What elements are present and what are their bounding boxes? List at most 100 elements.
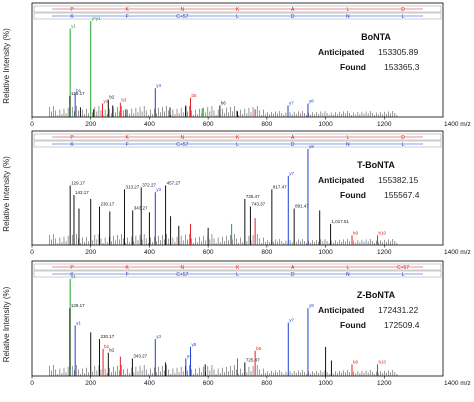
peak-label: b10 (379, 359, 387, 364)
sequence-residue: C+57 (176, 272, 188, 278)
x-tick-label: 800 (261, 249, 272, 256)
sequence-residue: D (401, 135, 405, 141)
sequence-residue: D (291, 142, 295, 148)
peak-label: 343.27 (133, 354, 147, 359)
y-axis-title: Relative Intensity (%) (2, 286, 11, 362)
sequence-residue: C+57 (176, 142, 188, 148)
sequence-residue: D (291, 14, 295, 20)
peak-label: 817.47 (273, 184, 287, 189)
sequence-residue: L (402, 142, 405, 148)
peak-label: b2 (109, 95, 115, 100)
peak-label: y8 (309, 303, 314, 308)
mass-info: BoNTA Anticipated 153305.89 Found 153365.3 (318, 32, 420, 72)
sequence-residue: L (236, 272, 239, 278)
sequence-residue: C+57 (397, 265, 409, 271)
peak-label: 129.17 (71, 303, 85, 308)
sequence-residue: K (125, 265, 129, 271)
peak-label: y5 (192, 342, 197, 347)
peak-label: y7 (289, 100, 294, 105)
anticipated-mass: 155382.15 (378, 175, 418, 185)
x-tick-label: 600 (203, 249, 214, 256)
peak-label: 725.47 (246, 194, 260, 199)
peak-label: b5 (192, 93, 198, 98)
x-unit-label: 1400 m/z (444, 380, 471, 387)
x-tick-label: 1200 (377, 121, 392, 128)
anticipated-label: Anticipated (318, 47, 364, 57)
peak-label: 143.17 (75, 190, 89, 195)
sequence-residue: D (401, 7, 405, 13)
sequence-residue: K (70, 142, 74, 148)
sequence-residue: L (402, 272, 405, 278)
x-tick-label: 0 (30, 121, 34, 128)
found-label: Found (340, 190, 366, 200)
peak-label: 1,017.51 (332, 219, 350, 224)
sequence-residue: K (236, 265, 240, 271)
sequence-residue: L (236, 14, 239, 20)
peak-label: 725.47 (246, 357, 260, 362)
sequence-residue: L (346, 7, 349, 13)
peak-label: 313.27 (125, 184, 139, 189)
sequence-residue: L (346, 265, 349, 271)
x-tick-label: 1000 (318, 121, 333, 128)
peak-label: y1 (71, 24, 76, 29)
sequence-residue: C+57 (176, 14, 188, 20)
peak-label: y8 (309, 144, 314, 149)
sequence-residue: K (236, 7, 240, 13)
peak-label: 129.17 (71, 180, 85, 185)
sequence-residue: K (125, 7, 129, 13)
peak-label: y7 (289, 171, 294, 176)
protein-name: Z-BoNTA (357, 290, 396, 300)
y-axis-title: Relative Intensity (%) (2, 28, 11, 104)
x-tick-label: 1200 (377, 249, 392, 256)
peak-label: b10 (379, 230, 387, 235)
found-label: Found (340, 62, 366, 72)
sequence-residue: K (236, 135, 240, 141)
x-tick-label: 1200 (377, 380, 392, 387)
peak-label: b2 (109, 348, 115, 353)
peak-label: b6 (221, 100, 227, 105)
protein-name: BoNTA (361, 32, 391, 42)
sequence-residue: L (236, 142, 239, 148)
x-tick-label: 600 (203, 121, 214, 128)
anticipated-label: Anticipated (318, 305, 364, 315)
anticipated-mass: 172431.22 (378, 305, 418, 315)
peak-label: y4 (187, 354, 192, 359)
sequence-residue: A (291, 7, 295, 13)
sequence-residue: F (126, 14, 129, 20)
peak-label: b2 (104, 344, 110, 349)
x-tick-label: 0 (30, 249, 34, 256)
x-tick-label: 400 (144, 380, 155, 387)
x-tick-label: 200 (85, 249, 96, 256)
sequence-residue: F (126, 272, 129, 278)
x-tick-label: 800 (261, 121, 272, 128)
x-tick-label: 0 (30, 380, 34, 387)
peak-label: 230.17 (101, 202, 115, 207)
peak-label: y1 (71, 274, 76, 279)
sequence-residue: N (181, 135, 185, 141)
sequence-residue: L (402, 14, 405, 20)
sequence-residue: K (70, 14, 74, 20)
sequence-ladder: P K N K A L C+57K F C+57 L D N L (33, 263, 442, 278)
x-tick-label: 1000 (318, 380, 333, 387)
x-unit-label: 1400 m/z (444, 121, 471, 128)
baseline-noise (49, 106, 398, 117)
sequence-residue: P (70, 135, 74, 141)
found-mass: 155567.4 (384, 190, 420, 200)
sequence-residue: A (291, 265, 295, 271)
peak-label: y3 (156, 334, 161, 339)
sequence-residue: F (126, 142, 129, 148)
found-mass: 153365.3 (384, 62, 420, 72)
x-tick-label: 200 (85, 380, 96, 387)
anticipated-mass: 153305.89 (378, 47, 418, 57)
sequence-residue: K (125, 135, 129, 141)
peak-label: 129.17 (71, 91, 85, 96)
sequence-residue: K (70, 272, 74, 278)
found-mass: 172509.4 (384, 320, 420, 330)
sequence-ladder: P K N K A L DK F C+57 L D N L (33, 133, 442, 148)
peak-label: 891.47 (295, 204, 309, 209)
sequence-residue: N (346, 272, 350, 278)
